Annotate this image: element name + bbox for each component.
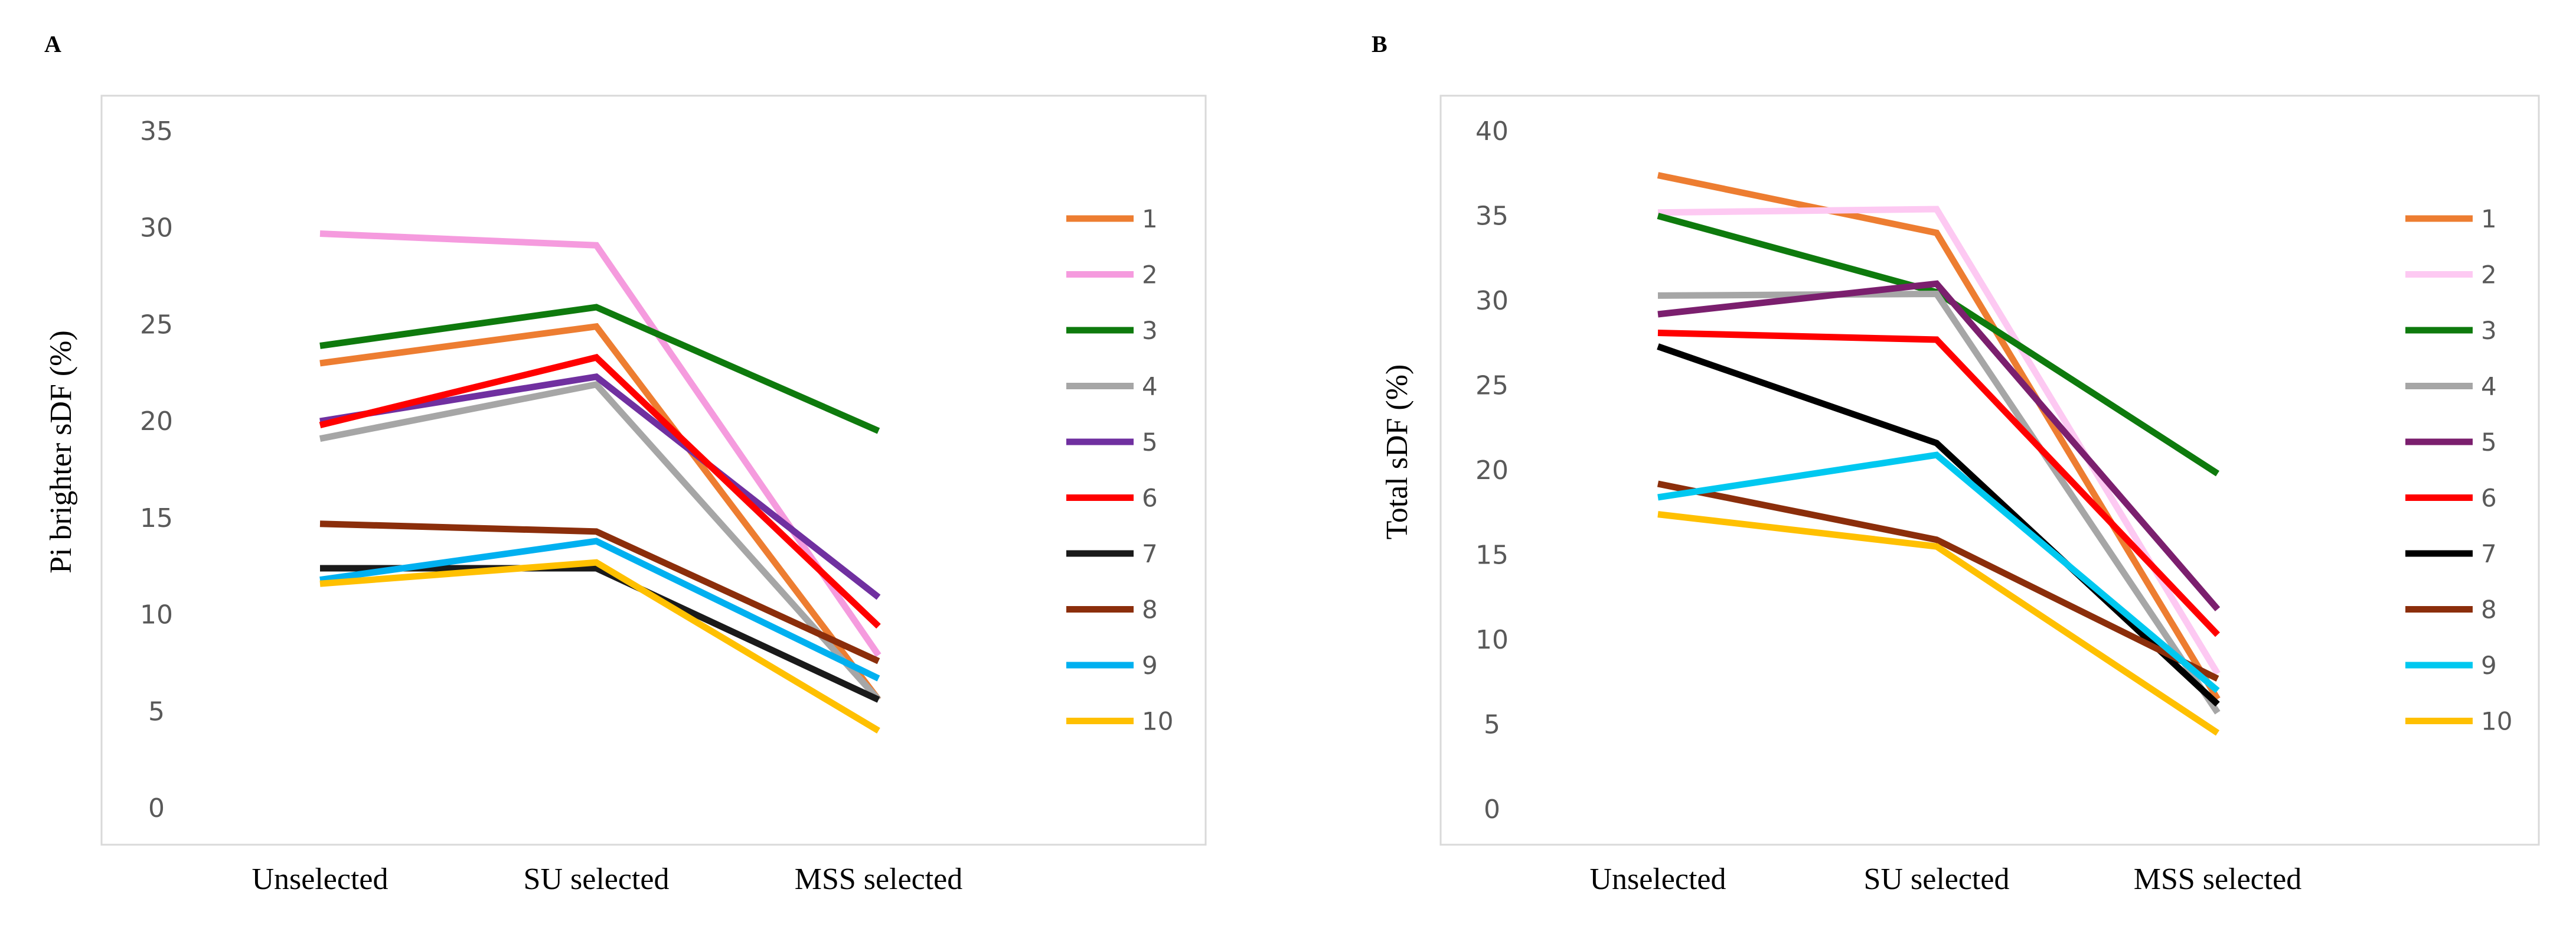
legend-label-8: 8 [1142,595,1158,624]
y-tick-label: 10 [1475,625,1509,655]
panel-letter: A [44,31,61,57]
series-line-5 [319,373,881,600]
y-tick-label: 30 [1475,286,1509,316]
legend-label-3: 3 [2481,316,2497,345]
x-category-label: MSS selected [795,862,963,896]
series-line-7 [1657,343,2220,707]
y-tick-label: 10 [140,600,173,630]
plot-area-frame [1439,95,2540,846]
series-line-4 [1657,290,2221,715]
y-tick-label: 5 [1484,710,1500,740]
legend-label-2: 2 [1142,261,1158,289]
legend-label-2: 2 [2481,261,2497,289]
legend-label-6: 6 [1142,484,1158,513]
legend-label-5: 5 [2481,428,2497,457]
legend-label-1: 1 [1142,204,1158,233]
legend-label-6: 6 [2481,484,2497,513]
x-category-label: MSS selected [2134,862,2302,896]
y-axis-title: Pi brighter sDF (%) [44,330,78,574]
series-line-10 [1657,511,2220,736]
y-tick-label: 0 [148,793,165,823]
series-line-8 [1657,480,2219,682]
y-tick-label: 40 [1475,116,1509,146]
legend-label-9: 9 [1142,651,1158,680]
y-tick-label: 25 [1475,371,1509,401]
x-category-label: Unselected [252,862,388,896]
legend-label-3: 3 [1142,316,1158,345]
y-tick-label: 15 [140,503,173,533]
plot-area-frame [100,95,1207,846]
y-tick-label: 20 [140,406,173,437]
series-line-6 [319,354,881,629]
series-line-5 [1657,280,2221,611]
y-tick-label: 0 [1484,795,1500,825]
series-line-2 [319,230,881,657]
series-line-9 [1657,451,2220,693]
legend-label-7: 7 [1142,539,1158,568]
legend-label-9: 9 [2481,651,2497,680]
legend-label-5: 5 [1142,428,1158,457]
legend-label-4: 4 [1142,372,1158,401]
series-line-6 [1657,330,2220,637]
y-tick-label: 30 [140,213,173,243]
legend-label-1: 1 [2481,204,2497,233]
series-line-2 [1657,206,2221,676]
legend-label-10: 10 [1142,707,1173,736]
y-tick-label: 35 [1475,201,1509,232]
series-line-4 [319,380,881,702]
x-category-label: SU selected [524,862,670,896]
legend-label-4: 4 [2481,372,2497,401]
y-tick-label: 15 [1475,540,1509,571]
series-line-10 [319,559,880,734]
y-tick-label: 35 [140,116,173,146]
series-line-3 [319,304,880,434]
panel-letter: B [1372,31,1387,57]
x-category-label: Unselected [1589,862,1726,896]
y-tick-label: 25 [140,310,173,340]
y-axis-title: Total sDF (%) [1380,364,1414,540]
x-category-label: SU selected [1864,862,2010,896]
y-tick-label: 20 [1475,455,1509,486]
series-line-1 [319,323,881,702]
legend-label-10: 10 [2481,707,2512,736]
legend-label-7: 7 [2481,539,2497,568]
series-line-9 [319,538,880,682]
series-line-8 [319,520,880,665]
legend-label-8: 8 [2481,595,2497,624]
y-tick-label: 5 [148,696,165,727]
series-line-1 [1657,172,2221,701]
